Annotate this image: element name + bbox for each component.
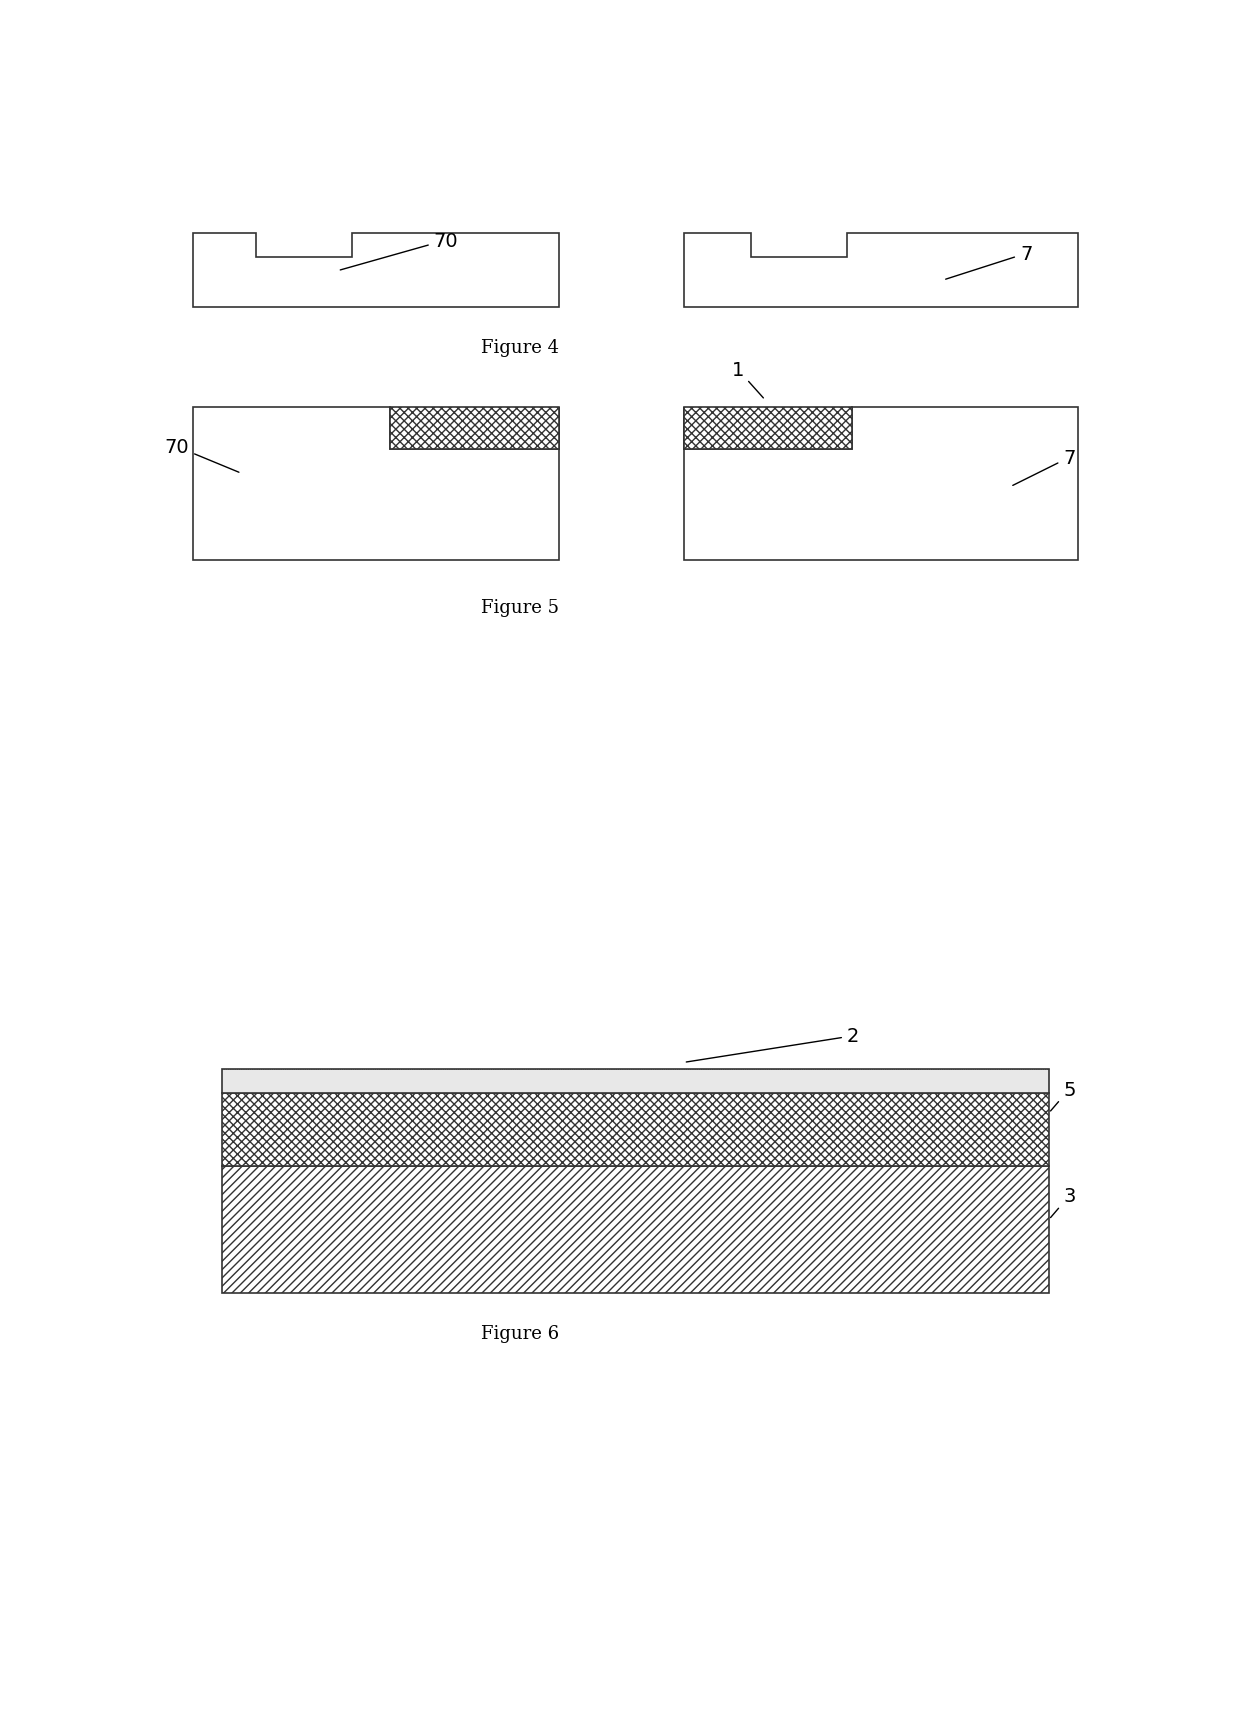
Text: Figure 6: Figure 6	[481, 1323, 559, 1342]
Text: 3: 3	[1050, 1187, 1075, 1218]
Text: 70: 70	[340, 232, 459, 272]
Text: 7: 7	[946, 244, 1032, 280]
Text: Figure 5: Figure 5	[481, 599, 559, 616]
Polygon shape	[193, 234, 558, 308]
Text: Figure 4: Figure 4	[481, 339, 559, 356]
Bar	[222, 1166, 1049, 1294]
Text: 2: 2	[686, 1026, 859, 1062]
Bar	[222, 1093, 1049, 1166]
Polygon shape	[193, 408, 558, 561]
Bar	[391, 408, 558, 450]
Polygon shape	[683, 234, 1078, 308]
Bar	[222, 1069, 1049, 1093]
Text: 70: 70	[165, 438, 239, 472]
Text: 5: 5	[1050, 1080, 1075, 1111]
Text: 1: 1	[732, 360, 764, 398]
Polygon shape	[683, 408, 1078, 561]
Text: 7: 7	[1013, 448, 1075, 486]
Bar	[683, 408, 852, 450]
